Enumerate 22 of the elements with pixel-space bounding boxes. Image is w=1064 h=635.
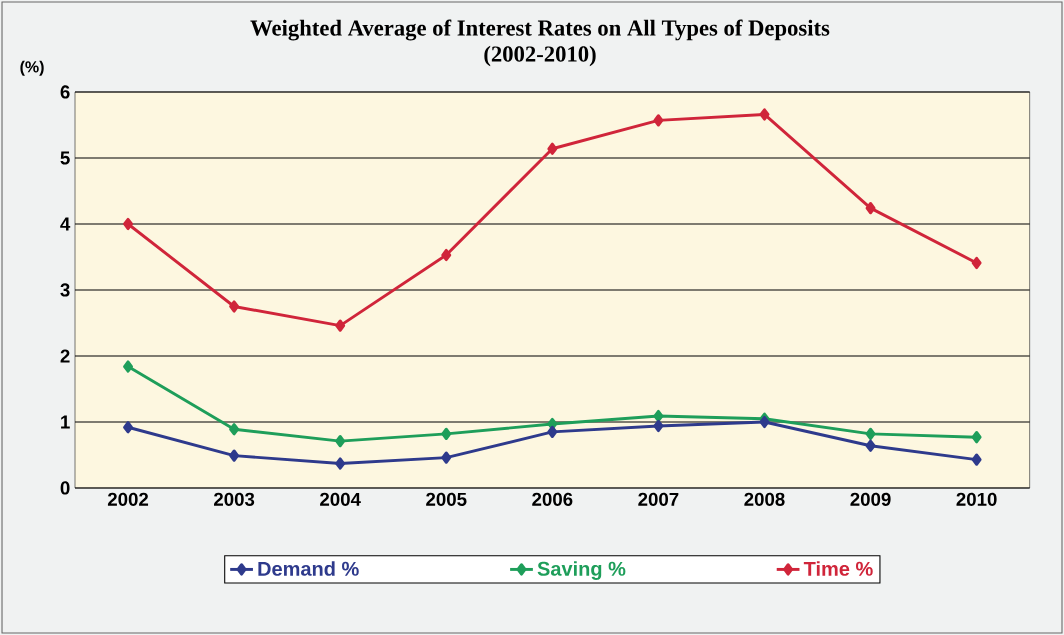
y-tick-label: 3: [60, 283, 70, 297]
y-axis-title: (%): [20, 60, 44, 76]
legend-label: Time %: [803, 561, 873, 576]
chart-subtitle: (2002-2010): [484, 45, 596, 67]
x-tick-label: 2004: [320, 492, 361, 506]
x-tick-label: 2003: [214, 492, 255, 506]
legend-label: Saving %: [537, 561, 626, 580]
x-tick-label: 2009: [850, 492, 891, 506]
y-tick-label: 6: [60, 85, 70, 99]
y-tick-label: 4: [60, 217, 71, 231]
x-tick-label: 2008: [744, 492, 785, 506]
chart-title: Weighted Average of Interest Rates on All Types of Deposits: [250, 19, 830, 41]
x-tick-label: 2005: [426, 492, 467, 506]
y-tick-label: 5: [60, 151, 70, 165]
y-tick-label: 1: [61, 415, 70, 429]
x-tick-label: 2010: [956, 492, 997, 506]
y-tick-label: 2: [60, 349, 70, 363]
x-tick-label: 2002: [107, 492, 149, 506]
legend-label: Demand %: [258, 561, 359, 576]
x-tick-label: 2006: [532, 492, 573, 506]
y-tick-label: 0: [60, 481, 70, 495]
x-tick-label: 2007: [638, 492, 679, 506]
